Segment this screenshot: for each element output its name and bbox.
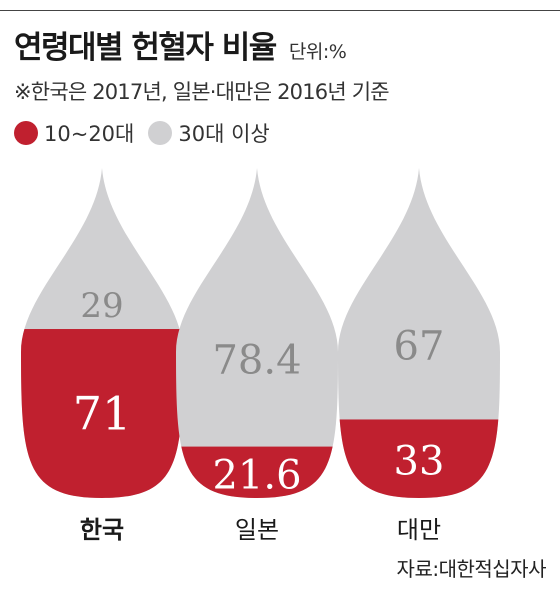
value-label-old-2: 78.4 [212, 337, 301, 383]
legend-label-old: 30대 이상 [178, 122, 270, 146]
drop-chart: 29 71 한국 78.4 21.6 일본 67 33 대만 [21, 168, 500, 544]
legend-label-young: 10~20대 [44, 122, 135, 146]
category-label-1: 한국 [80, 516, 124, 544]
value-label-young-3: 33 [394, 439, 445, 485]
base-year-note: ※한국은 2017년, 일본·대만은 2016년 기준 [14, 80, 390, 104]
category-label-2: 일본 [235, 516, 279, 544]
drop-old-segment-3 [338, 168, 500, 498]
unit-label: 단위:% [288, 41, 347, 63]
value-label-young-2: 21.6 [212, 452, 301, 498]
value-label-old-1: 29 [80, 286, 123, 326]
legend-swatch-young [14, 121, 38, 145]
legend-item-old: 30대 이상 [148, 118, 270, 148]
top-rule [0, 10, 560, 11]
source-note: 자료:대한적십자사 [396, 557, 547, 581]
value-label-young-1: 71 [73, 387, 132, 441]
legend-swatch-old [148, 121, 173, 145]
legend: 10~20대 30대 이상 [14, 118, 284, 148]
drop-1: 29 71 한국 [21, 168, 183, 544]
legend-item-young: 10~20대 [14, 118, 134, 148]
category-label-3: 대만 [397, 516, 441, 544]
drop-young-segment-3 [338, 419, 500, 498]
drop-2: 78.4 21.6 일본 [176, 168, 338, 544]
drop-young-segment-1 [21, 329, 183, 498]
value-label-old-3: 67 [394, 324, 445, 370]
drop-3: 67 33 대만 [338, 168, 500, 544]
chart-title: 연령대별 헌혈자 비율 [14, 30, 277, 66]
header: 연령대별 헌혈자 비율 단위:% [14, 22, 347, 67]
drop-old-segment-2 [176, 168, 338, 498]
